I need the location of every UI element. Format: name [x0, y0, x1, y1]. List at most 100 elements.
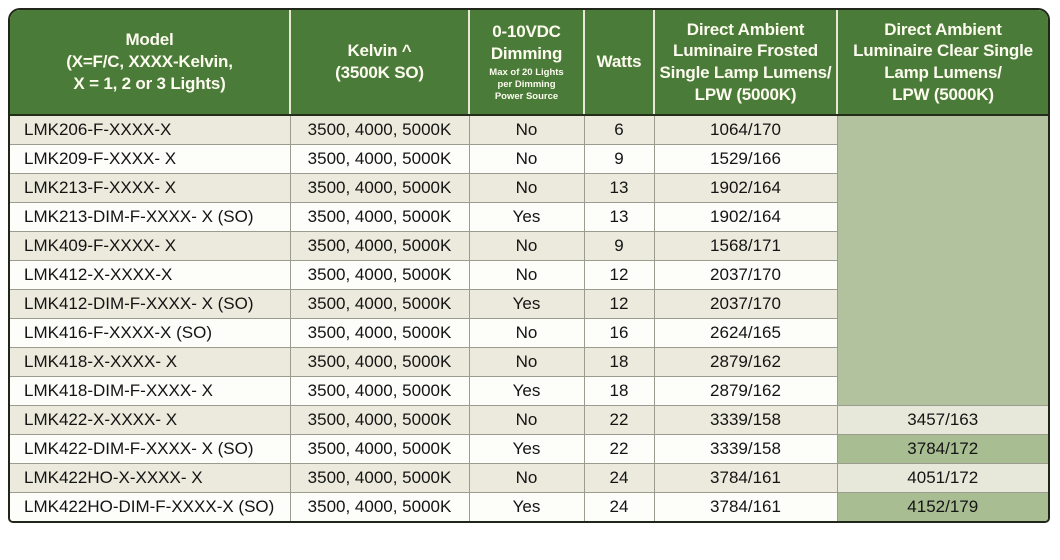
spec-table-frame: Model (X=F/C, XXXX-Kelvin, X = 1, 2 or 3… [8, 8, 1050, 523]
watts-cell: 22 [583, 405, 655, 435]
header-line: Direct Ambient [686, 19, 805, 39]
header-line: Watts [596, 52, 642, 72]
header-row: Model (X=F/C, XXXX-Kelvin, X = 1, 2 or 3… [10, 10, 1048, 116]
kelvin-cell: 3500, 4000, 5000K [289, 144, 470, 174]
table-row: LMK418-DIM-F-XXXX- X 3500, 4000, 5000K Yes… [10, 376, 1048, 406]
dimming-note: Max of 20 Lights per Dimming Power Sourc… [472, 67, 581, 103]
dimming-cell: Yes [468, 202, 585, 232]
dimming-cell: No [468, 231, 585, 261]
note-line: Max of 20 Lights [489, 67, 564, 79]
col-header-watts: Watts [583, 10, 654, 116]
kelvin-cell: 3500, 4000, 5000K [289, 260, 470, 290]
model-cell: LMK209-F-XXXX- X [10, 144, 291, 174]
model-cell: LMK416-F-XXXX-X (SO) [10, 318, 291, 348]
header-line: (3500K SO) [335, 63, 424, 82]
model-cell: LMK422HO-X-XXXX- X [10, 463, 291, 493]
kelvin-cell: 3500, 4000, 5000K [289, 405, 470, 435]
dimming-cell: No [468, 347, 585, 377]
clear-lumens-empty-block [836, 114, 1048, 406]
watts-cell: 9 [583, 231, 655, 261]
table-row: LMK412-X-XXXX-X 3500, 4000, 5000K No 12 2037… [10, 260, 1048, 290]
model-cell: LMK422-DIM-F-XXXX- X (SO) [10, 434, 291, 464]
header-line: Luminaire Clear Single [853, 41, 1033, 61]
model-cell: LMK206-F-XXXX-X [10, 114, 291, 145]
frosted-lumens-cell: 2879/162 [653, 376, 837, 406]
frosted-lumens-cell: 3784/161 [653, 492, 838, 521]
note-line: Power Source [494, 91, 559, 103]
watts-cell: 18 [583, 376, 655, 406]
table-row: LMK213-DIM-F-XXXX- X (SO) 3500, 4000, 500… [10, 202, 1048, 232]
frosted-lumens-cell: 1529/166 [653, 144, 837, 174]
watts-cell: 6 [583, 114, 655, 145]
header-line: Kelvin ^ [347, 41, 412, 61]
col-header-model: Model (X=F/C, XXXX-Kelvin, X = 1, 2 or 3… [10, 10, 290, 116]
watts-cell: 9 [583, 144, 655, 174]
table-row: LMK422-DIM-F-XXXX- X (SO) 3500, 4000, 500… [10, 434, 1048, 464]
table-row: LMK422-X-XXXX- X 3500, 4000, 5000K No 22 333… [10, 405, 1048, 435]
watts-cell: 13 [583, 202, 655, 232]
frosted-lumens-cell: 1064/170 [653, 114, 838, 145]
kelvin-cell: 3500, 4000, 5000K [289, 202, 470, 232]
clear-lumens-cell: 3784/172 [836, 434, 1048, 464]
kelvin-cell: 3500, 4000, 5000K [289, 434, 470, 464]
table-row: LMK422HO-X-XXXX- X 3500, 4000, 5000K No 24 3… [10, 463, 1048, 493]
col-header-frosted-lumens: Direct Ambient Luminaire Frosted Single … [653, 10, 837, 116]
watts-cell: 18 [583, 347, 655, 377]
model-cell: LMK412-X-XXXX-X [10, 260, 291, 290]
header-line: 0-10VDC [492, 21, 561, 41]
dimming-cell: No [468, 463, 585, 493]
luminaire-spec-table: Model (X=F/C, XXXX-Kelvin, X = 1, 2 or 3… [10, 10, 1048, 521]
model-cell: LMK422-X-XXXX- X [10, 405, 291, 435]
kelvin-cell: 3500, 4000, 5000K [289, 114, 470, 145]
header-line: X = 1, 2 or 3 Lights) [73, 73, 226, 93]
header-line: (X=F/C, XXXX-Kelvin, [66, 52, 233, 72]
watts-cell: 24 [583, 492, 655, 521]
table-row: LMK416-F-XXXX-X (SO) 3500, 4000, 5000K No 1… [10, 318, 1048, 348]
frosted-lumens-cell: 3339/158 [653, 434, 838, 464]
watts-cell: 16 [583, 318, 655, 348]
kelvin-cell: 3500, 4000, 5000K [289, 318, 470, 348]
dimming-cell: Yes [468, 492, 585, 521]
frosted-lumens-cell: 1568/171 [653, 231, 837, 261]
frosted-lumens-cell: 3784/161 [653, 463, 838, 493]
watts-cell: 12 [583, 289, 655, 319]
col-header-clear-lumens: Direct Ambient Luminaire Clear Single La… [836, 10, 1048, 116]
col-header-kelvin: Kelvin ^ (3500K SO) [289, 10, 469, 116]
frosted-lumens-cell: 2037/170 [653, 289, 837, 319]
model-cell: LMK213-DIM-F-XXXX- X (SO) [10, 202, 291, 232]
frosted-lumens-cell: 3339/158 [653, 405, 838, 435]
table-header: Model (X=F/C, XXXX-Kelvin, X = 1, 2 or 3… [10, 10, 1048, 116]
kelvin-cell: 3500, 4000, 5000K [289, 289, 470, 319]
table-row: LMK409-F-XXXX- X 3500, 4000, 5000K No 9 1568… [10, 231, 1048, 261]
model-cell: LMK418-X-XXXX- X [10, 347, 291, 377]
header-line: Model [125, 30, 174, 50]
kelvin-cell: 3500, 4000, 5000K [289, 463, 470, 493]
table-row: LMK412-DIM-F-XXXX- X (SO) 3500, 4000, 500… [10, 289, 1048, 319]
table-row: LMK422HO-DIM-F-XXXX-X (SO) 3500, 4000, 50… [10, 492, 1048, 521]
kelvin-cell: 3500, 4000, 5000K [289, 376, 470, 406]
dimming-cell: No [468, 144, 585, 174]
frosted-lumens-cell: 2037/170 [653, 260, 837, 290]
model-cell: LMK422HO-DIM-F-XXXX-X (SO) [10, 492, 291, 521]
header-line: LPW (5000K) [694, 84, 797, 104]
kelvin-cell: 3500, 4000, 5000K [289, 173, 470, 203]
watts-cell: 13 [583, 173, 655, 203]
header-line: Single Lamp Lumens/ [659, 63, 832, 82]
kelvin-cell: 3500, 4000, 5000K [289, 492, 470, 521]
header-line: Dimming [490, 43, 563, 63]
model-cell: LMK213-F-XXXX- X [10, 173, 291, 203]
watts-cell: 22 [583, 434, 655, 464]
dimming-cell: Yes [468, 434, 585, 464]
frosted-lumens-cell: 2624/165 [653, 318, 837, 348]
table-body: LMK206-F-XXXX-X 3500, 4000, 5000K No 6 1064/… [10, 114, 1048, 521]
table-row: LMK206-F-XXXX-X 3500, 4000, 5000K No 6 1064/… [10, 114, 1048, 406]
dimming-cell: Yes [468, 376, 585, 406]
header-line: LPW (5000K) [892, 84, 994, 104]
table-row: LMK418-X-XXXX- X 3500, 4000, 5000K No 18 287… [10, 347, 1048, 377]
header-line: Luminaire Frosted [673, 41, 818, 61]
watts-cell: 12 [583, 260, 655, 290]
dimming-cell: No [468, 260, 585, 290]
dimming-cell: No [468, 405, 585, 435]
clear-lumens-cell: 4051/172 [836, 463, 1048, 493]
watts-cell: 24 [583, 463, 655, 493]
